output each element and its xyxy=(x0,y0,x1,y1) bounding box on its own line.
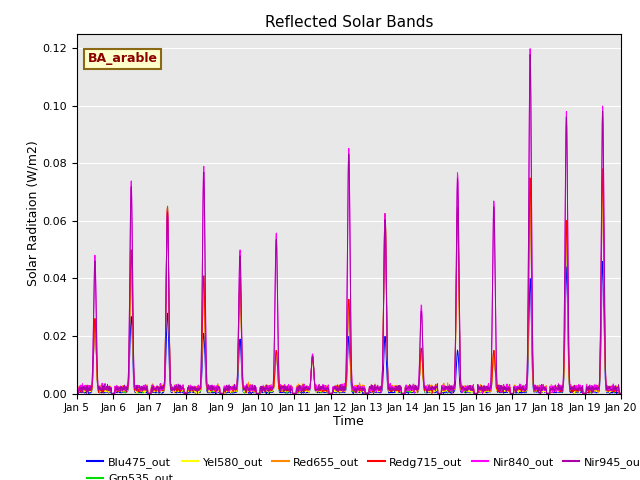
X-axis label: Time: Time xyxy=(333,415,364,428)
Legend: Blu475_out, Grn535_out, Yel580_out, Red655_out, Redg715_out, Nir840_out, Nir945_: Blu475_out, Grn535_out, Yel580_out, Red6… xyxy=(83,453,640,480)
Title: Reflected Solar Bands: Reflected Solar Bands xyxy=(264,15,433,30)
Text: BA_arable: BA_arable xyxy=(88,52,157,65)
Y-axis label: Solar Raditaion (W/m2): Solar Raditaion (W/m2) xyxy=(26,141,40,287)
